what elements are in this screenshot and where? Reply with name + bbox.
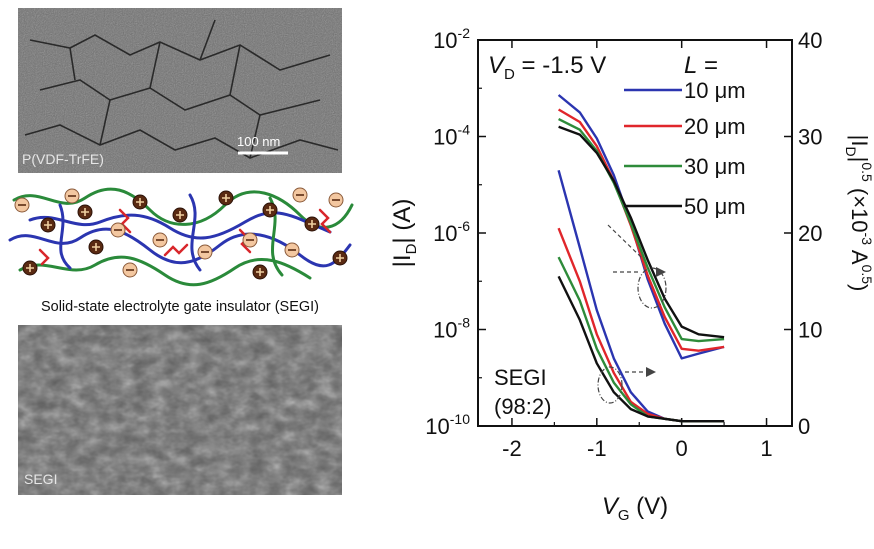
cation-marker bbox=[304, 216, 320, 232]
y-right-tick-label: 30 bbox=[798, 125, 822, 150]
crack-lines bbox=[24, 19, 339, 159]
cation-marker bbox=[132, 194, 148, 210]
direction-arrows bbox=[597, 224, 667, 404]
legend-label-2: 20 μm bbox=[684, 114, 746, 139]
log-series-line-3 bbox=[557, 256, 725, 423]
x-tick-label: 0 bbox=[676, 436, 688, 461]
y-left-tick-label: 10-10 bbox=[425, 411, 470, 439]
anion-marker bbox=[64, 188, 80, 204]
x-tick-label: -2 bbox=[502, 436, 522, 461]
sem-bottom-label: SEGI bbox=[24, 471, 57, 487]
cation-marker bbox=[88, 239, 104, 255]
sqrt-series-line-2 bbox=[557, 108, 725, 352]
y-left-tick-label: 10-8 bbox=[433, 315, 470, 343]
anion-marker bbox=[197, 244, 213, 260]
segi-annotation: SEGI bbox=[494, 365, 547, 390]
transfer-curve-chart: 10 μm 20 μm 30 μm 50 μm -2 -1 0 1 10-10 10-8 10-6… bbox=[380, 0, 874, 549]
cation-marker bbox=[40, 217, 56, 233]
anion-marker bbox=[152, 232, 168, 248]
arrow-head-right bbox=[656, 267, 666, 277]
anion-marker bbox=[292, 187, 308, 203]
ion-markers bbox=[14, 187, 348, 280]
anion-marker bbox=[242, 232, 258, 248]
sem-image-segi: SEGI bbox=[18, 325, 342, 495]
cation-marker bbox=[77, 204, 93, 220]
legend-label-4: 50 μm bbox=[684, 194, 746, 219]
y-left-tick-label: 10-2 bbox=[433, 25, 470, 53]
y-right-tick-label: 40 bbox=[798, 28, 822, 53]
legend-label-1: 10 μm bbox=[684, 78, 746, 103]
y-right-tick-label: 10 bbox=[798, 318, 822, 343]
cation-marker bbox=[218, 190, 234, 206]
sqrt-series-group bbox=[557, 94, 725, 360]
sem-top-label: P(VDF-TrFE) bbox=[22, 151, 104, 167]
cation-marker bbox=[252, 264, 268, 280]
anion-marker bbox=[328, 192, 344, 208]
y-right-tick-label: 20 bbox=[798, 221, 822, 246]
scale-bar-label: 100 nm bbox=[237, 134, 280, 149]
figure-left-panel: 100 nm P(VDF-TrFE) Solid-state elect bbox=[0, 0, 360, 544]
y-right-axis-title: |ID|0.5 (×10-3 A0.5) bbox=[843, 135, 874, 292]
cation-marker bbox=[332, 250, 348, 266]
sqrt-series-line-4 bbox=[558, 125, 725, 339]
x-tick-label: 1 bbox=[760, 436, 772, 461]
chart-svg: 10 μm 20 μm 30 μm 50 μm -2 -1 0 1 10-10 10-8 10-6… bbox=[389, 25, 874, 524]
legend: 10 μm 20 μm 30 μm 50 μm bbox=[624, 78, 746, 219]
sem-image-pvdf: 100 nm P(VDF-TrFE) bbox=[18, 8, 342, 173]
sem-and-schematic: 100 nm P(VDF-TrFE) Solid-state elect bbox=[4, 8, 356, 495]
axis-labels: -2 -1 0 1 10-10 10-8 10-6 10-4 10-2 0 10 20 30 40 VG (… bbox=[389, 25, 874, 524]
sqrt-series-line-3 bbox=[558, 118, 725, 343]
log-series-group bbox=[557, 169, 725, 423]
anion-marker bbox=[14, 197, 30, 213]
anion-marker bbox=[122, 262, 138, 278]
cation-marker bbox=[172, 207, 188, 223]
y-right-tick-label: 0 bbox=[798, 414, 810, 439]
cation-marker bbox=[262, 202, 278, 218]
anion-marker bbox=[284, 242, 300, 258]
anion-marker bbox=[110, 222, 126, 238]
vd-annotation: VD = -1.5 V bbox=[488, 52, 606, 83]
axes-group bbox=[477, 39, 793, 427]
ratio-annotation: (98:2) bbox=[494, 394, 551, 419]
y-left-axis-title: |ID| (A) bbox=[389, 199, 420, 268]
legend-label-3: 30 μm bbox=[684, 154, 746, 179]
schematic-caption: Solid-state electrolyte gate insulator (… bbox=[41, 299, 319, 315]
log-series-line-4 bbox=[557, 275, 725, 423]
y-left-tick-label: 10-6 bbox=[433, 218, 470, 246]
x-axis-title: VG (V) bbox=[602, 493, 668, 524]
legend-header: L = bbox=[684, 52, 718, 79]
cation-marker bbox=[22, 260, 38, 276]
diagonal-guide bbox=[607, 224, 643, 259]
sqrt-curve-marker bbox=[637, 267, 667, 309]
x-tick-label: -1 bbox=[587, 436, 607, 461]
arrow-head-left bbox=[646, 367, 656, 377]
segi-schematic: Solid-state electrolyte gate insulator (… bbox=[4, 180, 356, 315]
y-left-tick-label: 10-4 bbox=[433, 122, 470, 150]
log-curve-marker bbox=[597, 366, 623, 404]
